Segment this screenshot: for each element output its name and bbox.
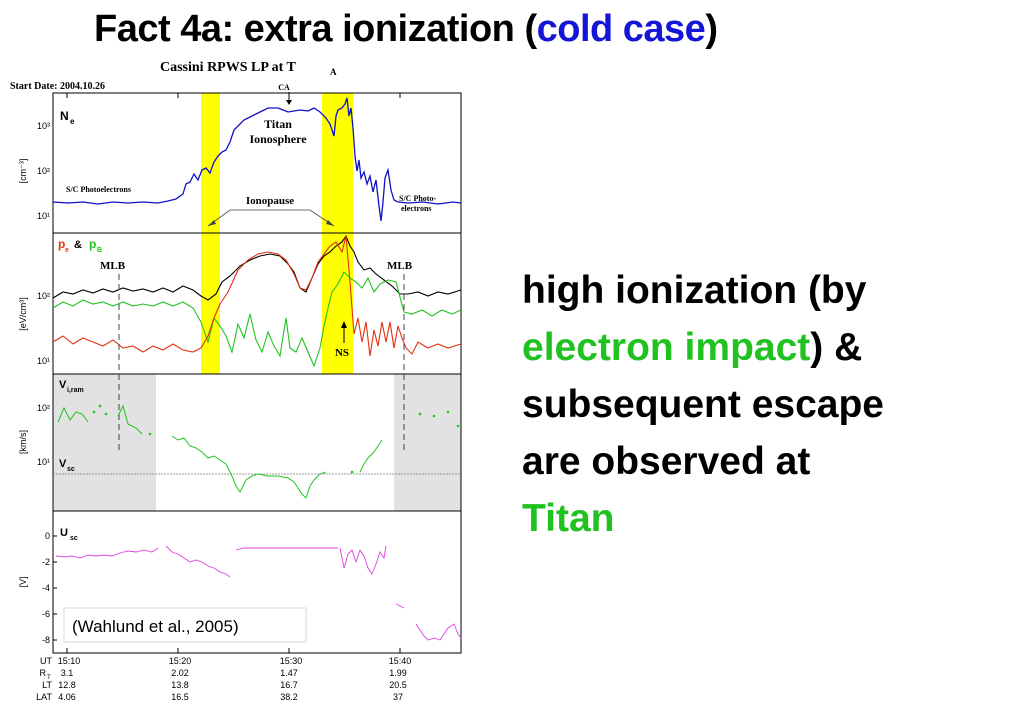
usc-label: U [60,527,68,539]
electron-impact-highlight: electron impact [522,326,811,369]
figure-header-subscript: A [330,67,337,77]
lat-0: 4.06 [58,692,76,702]
ne-tick-10: 10¹ [37,211,50,221]
lt-1: 13.8 [171,680,189,690]
ut-1: 15:20 [169,656,192,666]
vi-ram-trace-right [359,439,383,473]
ca-label: CA [278,83,290,92]
row-label-ut: UT [40,656,52,666]
magnetic-pressure-trace [52,271,462,368]
title-highlight: cold case [536,8,706,50]
vsc-label: V [59,458,67,470]
vi-ram-trace-left [57,406,89,423]
row-label-lat: LAT [36,692,52,702]
usc-trace-1 [55,547,159,559]
row-label-lt: LT [42,680,52,690]
citation: (Wahlund et al., 2005) [72,617,239,636]
ephemeris-table: UT R T LT LAT 15:10 15:20 15:30 15:40 3.… [36,656,411,702]
pe-label: p [58,237,65,251]
ut-0: 15:10 [58,656,81,666]
usc-tick-m2: -2 [42,557,50,567]
citation-box [63,607,307,643]
summary-line-4: are observed at [522,440,811,483]
ne-tick-100: 10² [37,166,50,176]
usc-tick-m8: -8 [42,635,50,645]
usc-tick-0: 0 [45,531,50,541]
ionopause-pointer [207,209,335,227]
velocity-tick-100: 10² [37,403,50,413]
panel-usc-frame [52,510,462,654]
summary-line-1: high ionization (by [522,269,867,312]
velocity-tick-10: 10¹ [37,457,50,467]
summary-line-3: subsequent escape [522,383,884,426]
rt-1: 2.02 [171,668,189,678]
ca-arrowhead [286,100,292,105]
usc-label-sub: sc [70,535,78,542]
pe-label-sub: e [65,247,69,254]
summary-line-2: electron impact) & [522,319,1002,376]
row-label-rt: R [40,668,47,678]
pb-label: p [89,237,96,251]
pressure-tick-100: 10² [37,291,50,301]
cassini-rpws-figure: Cassini RPWS LP at T A Start Date: 2004.… [8,56,464,708]
ne-label-sub: e [70,117,75,126]
lt-3: 20.5 [389,680,407,690]
usc-trace-6 [415,623,462,641]
ne-label: N [60,109,69,123]
lat-3: 37 [393,692,403,702]
lat-2: 38.2 [280,692,298,702]
sc-photo-label-a: S/C Photo- [399,194,436,203]
usc-trace-5 [395,603,405,609]
start-date: Start Date: 2004.10.26 [10,81,105,92]
title-suffix: ) [705,8,718,50]
summary-line-2-tail: ) & [810,326,863,369]
lat-1: 16.5 [171,692,189,702]
ionosphere-label: Ionosphere [249,132,307,146]
vi-ram-trace-main [171,435,327,499]
ne-tick-1000: 10³ [37,121,50,131]
summary-line-titan: Titan [522,497,615,540]
ns-label: NS [335,347,349,359]
figure-header-title: Cassini RPWS LP at T [160,60,297,75]
sc-photo-label-b: electrons [401,204,432,213]
electron-pressure-trace [52,235,462,357]
slide-title: Fact 4a: extra ionization (cold case) [94,8,718,51]
usc-trace-3 [235,547,338,551]
ns-arrowhead [341,321,347,328]
row-label-rt-sub: T [47,675,51,681]
vi-ram-points [92,404,460,474]
ne-density-trace [52,97,462,222]
vi-ram-trace-mid-left [117,404,143,435]
vi-ram-label-sub: i,ram [67,387,84,394]
usc-unit: [V] [18,576,28,587]
vsc-label-sub: sc [67,466,75,473]
mlb-right-label: MLB [387,260,413,272]
gray-region-right [394,374,461,511]
usc-tick-m6: -6 [42,609,50,619]
pressure-unit: [eV/cm³] [18,297,28,331]
rt-3: 1.99 [389,668,407,678]
vi-ram-label: V [59,379,67,391]
summary-text: high ionization (by electron impact) & s… [522,262,1002,547]
lt-2: 16.7 [280,680,298,690]
lt-0: 12.8 [58,680,76,690]
amp-label: & [74,239,82,251]
mlb-left-label: MLB [100,260,126,272]
gray-region-left [53,374,156,511]
usc-tick-m4: -4 [42,583,50,593]
rt-0: 3.1 [61,668,74,678]
ionopause-label: Ionopause [246,195,294,207]
pb-label-sub: B [97,247,102,254]
ne-unit: [cm⁻³] [18,159,28,184]
ut-3: 15:40 [389,656,412,666]
title-prefix: Fact 4a: extra ionization ( [94,8,537,50]
velocity-unit: [km/s] [18,430,28,454]
usc-trace-4 [339,545,387,575]
usc-trace-2 [165,545,231,578]
pressure-tick-10: 10¹ [37,356,50,366]
rt-2: 1.47 [280,668,298,678]
ut-2: 15:30 [280,656,303,666]
sc-photoelectrons-label: S/C Photoelectrons [66,185,131,194]
titan-label: Titan [264,117,292,131]
